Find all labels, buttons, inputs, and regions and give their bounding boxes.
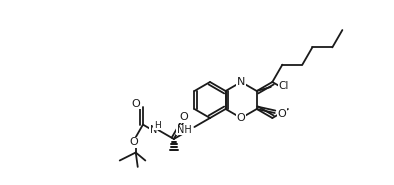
Text: Cl: Cl	[279, 81, 289, 91]
Text: Cl: Cl	[279, 81, 289, 91]
Text: H: H	[154, 120, 161, 130]
Text: O: O	[129, 137, 138, 147]
Text: N: N	[150, 125, 157, 135]
Text: O: O	[277, 109, 286, 119]
Text: N: N	[237, 77, 245, 87]
Text: O: O	[237, 113, 245, 123]
Text: O: O	[132, 99, 140, 109]
Text: NH: NH	[177, 125, 191, 135]
Text: O: O	[277, 109, 286, 119]
Text: O: O	[132, 99, 140, 109]
Text: NH: NH	[177, 125, 191, 135]
Text: N: N	[237, 77, 245, 87]
Text: O: O	[129, 137, 138, 147]
Text: H: H	[154, 120, 161, 130]
Text: N: N	[150, 125, 157, 135]
Text: O: O	[179, 112, 188, 122]
Text: O: O	[237, 113, 245, 123]
Text: O: O	[179, 112, 188, 122]
